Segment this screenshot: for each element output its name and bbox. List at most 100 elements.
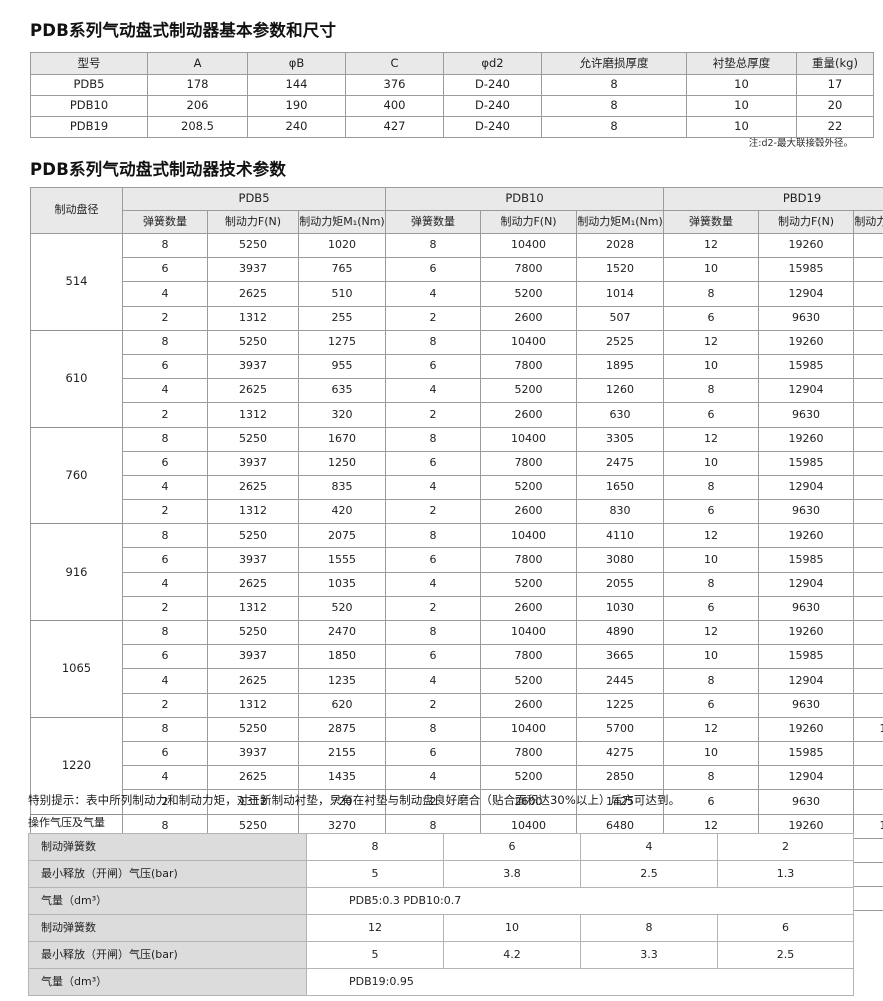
basic-cell: 208.5	[147, 116, 248, 138]
tech-table-head: 制动盘径 PDB5 PDB10 PBD19 弹簧数量 制动力F(N) 制动力矩M₁(Nm) 弹…	[30, 187, 883, 234]
table-row: PDB10 206 190 400 D-240 8 10 20	[30, 95, 874, 117]
tech-cell: 2155	[297, 740, 387, 767]
table-row: 4262512354520024458129046070	[31, 668, 883, 694]
tech-cell: 1312	[207, 595, 299, 622]
tech-cell: 4	[122, 571, 208, 597]
basic-cell: PDB5	[30, 74, 148, 96]
tech-cell: 2600	[480, 499, 578, 525]
table-row: 4262514354520028508129047070	[31, 765, 883, 791]
basic-cell: 240	[247, 116, 346, 138]
tech-cell: 620	[297, 692, 387, 718]
operating-subheading: 操作气压及气量	[28, 816, 105, 829]
tech-cell: 1030	[576, 595, 665, 622]
tech-cell: 12	[663, 426, 760, 452]
tech-sub-header: 弹簧数量	[122, 210, 208, 234]
tech-cell: 5250	[207, 426, 299, 452]
tech-cell: 2	[122, 692, 208, 718]
tech-cell: 2	[385, 499, 482, 525]
tech-cell: 4	[122, 474, 208, 501]
basic-cell: 190	[247, 95, 346, 117]
table-row: 760852501670810400330512192606125	[30, 426, 883, 525]
tech-cell: 7800	[480, 257, 578, 283]
pressure-value-cell: 3.8	[443, 860, 581, 888]
tech-cell: 8	[385, 716, 482, 742]
tech-cell: 4	[122, 668, 208, 694]
basic-table-note: 注:d2-最大联接毂外径。	[748, 138, 853, 149]
tech-cell: 10	[663, 257, 760, 283]
tech-cell: 3937	[207, 740, 299, 767]
tech-cell: 3937	[207, 450, 299, 476]
tech-sub-header: 制动力矩M₁(Nm)	[297, 210, 387, 234]
tech-sub-header: 制动力矩M₁(Nm)	[576, 210, 665, 234]
tech-cell: 8760	[853, 740, 883, 767]
basic-col-header: 允许磨损厚度	[541, 52, 687, 75]
tech-cell: 2	[122, 305, 208, 331]
page-title-basic: PDB系列气动盘式制动器基本参数和尺寸	[30, 21, 337, 40]
basic-cell: 376	[345, 74, 444, 96]
tech-cell: 5200	[480, 378, 578, 404]
tech-cell: 1670	[297, 426, 387, 452]
table-row: 514852501020810400202812192603755	[30, 232, 883, 331]
tech-cell: 3937	[207, 257, 299, 283]
tech-cell: 5700	[576, 716, 665, 742]
tech-cell: 5250	[207, 619, 299, 646]
tech-cell: 1014	[576, 281, 665, 307]
tech-cell: 2	[122, 595, 208, 622]
tech-cell: 6	[663, 595, 760, 622]
tech-group-header: PDB10	[385, 187, 665, 211]
tech-cell: 19260	[758, 329, 855, 355]
tech-cell: 6	[663, 305, 760, 331]
table-row: 916852502075810400411012192607615	[30, 523, 883, 621]
basic-cell: 10	[686, 74, 797, 96]
tech-cell: 3665	[576, 644, 665, 670]
table-row: 最小释放（开闸）气压(bar) 5 4.2 3.3 2.5	[28, 941, 854, 969]
page-title-tech: PDB系列气动盘式制动器技术参数	[30, 160, 287, 179]
tech-cell: 6	[385, 353, 482, 380]
tech-cell: 10400	[480, 523, 578, 549]
tech-cell: 19260	[758, 619, 855, 646]
tech-cell: 10400	[480, 426, 578, 452]
tech-cell: 1435	[297, 765, 387, 791]
tech-cell: 8	[663, 571, 760, 597]
tech-cell: 4890	[576, 619, 665, 646]
tech-cell: 3937	[207, 644, 299, 670]
tech-cell: 12	[663, 716, 760, 742]
basic-col-header: 衬垫总厚度	[686, 52, 797, 75]
table-row: 6393776567800152010159853115	[31, 257, 883, 283]
tech-cell: 5100	[853, 571, 883, 597]
tech-cell: 12	[663, 619, 760, 646]
tech-cell: 8	[663, 765, 760, 791]
pressure-row-label: 制动弹簧数	[28, 833, 307, 861]
tech-cell: 9630	[758, 595, 855, 622]
pressure-value-cell: 5	[306, 941, 444, 969]
tech-cell: 2625	[207, 668, 299, 694]
tech-sub-header: 弹簧数量	[663, 210, 760, 234]
basic-cell: 206	[147, 95, 248, 117]
tech-cell: 9630	[758, 692, 855, 718]
tech-cell: 4110	[576, 523, 665, 549]
tech-sub-header: 制动力F(N)	[480, 210, 578, 234]
tech-cell: 1850	[297, 644, 387, 670]
tech-cell: 6	[663, 402, 760, 428]
tech-cell: 2515	[853, 281, 883, 307]
tech-cell: 10	[663, 353, 760, 380]
tech-cell: 10	[663, 450, 760, 476]
table-row: 4262510354520020558129045100	[31, 571, 883, 597]
tech-cell: 7615	[853, 523, 883, 549]
tech-cell: 4	[385, 571, 482, 597]
tech-cell: 1555	[297, 547, 387, 573]
tech-cell: 1520	[576, 257, 665, 283]
tech-cell: 15985	[758, 644, 855, 670]
tech-cell: 4	[385, 281, 482, 307]
tech-cell: 10	[663, 740, 760, 767]
tech-cell: 9630	[758, 499, 855, 525]
table-row: 制动弹簧数 8 6 4 2	[28, 833, 854, 861]
tech-cell: 3080	[576, 547, 665, 573]
tech-cell: 2600	[480, 305, 578, 331]
tech-cell: 1312	[207, 789, 299, 815]
tech-cell: 2625	[207, 378, 299, 404]
basic-cell: 400	[345, 95, 444, 117]
table-row: PDB19 208.5 240 427 D-240 8 10 22	[30, 116, 874, 138]
tech-cell: 1250	[297, 450, 387, 476]
